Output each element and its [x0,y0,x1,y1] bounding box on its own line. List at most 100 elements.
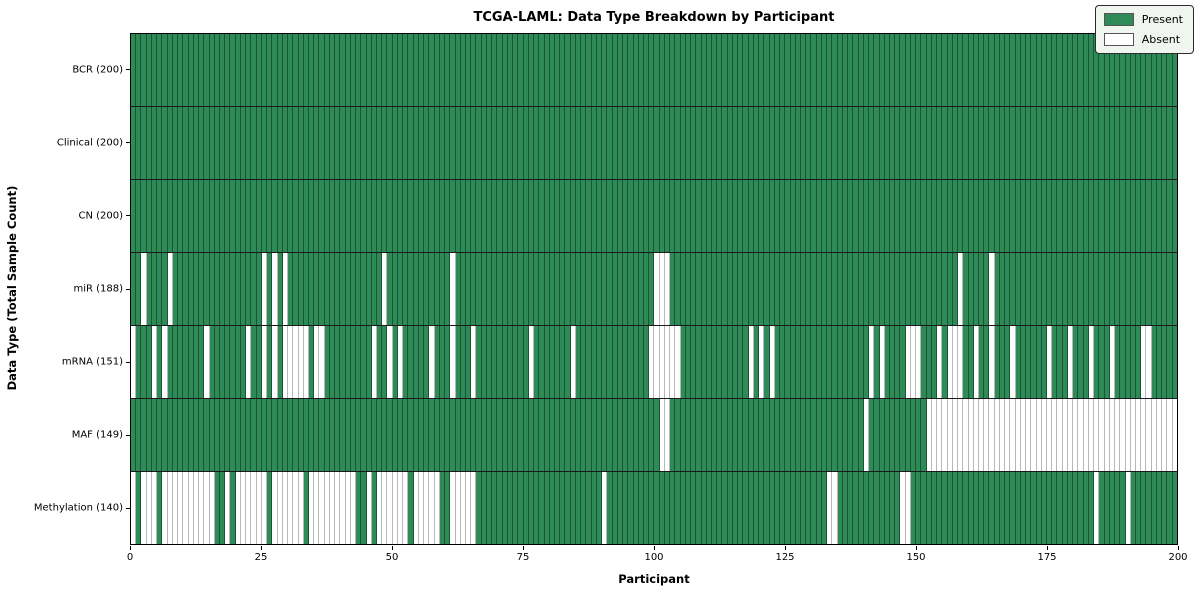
heatmap-cell [575,472,582,544]
heatmap-cell [774,253,781,325]
heatmap-cell [1120,180,1126,252]
heatmap-cell [1136,472,1142,544]
heatmap-cell [1088,472,1095,544]
heatmap-cell [785,399,791,471]
heatmap-cell [486,326,493,398]
heatmap-cell [984,253,990,325]
heatmap-cell [151,34,158,106]
heatmap-cell [371,253,378,325]
heatmap-cell [141,399,147,471]
heatmap-cell [811,107,817,179]
heatmap-cell [131,34,137,106]
heatmap-cell [874,253,880,325]
heatmap-cell [999,472,1006,544]
heatmap-cell [293,253,299,325]
heatmap-cell [1010,326,1016,398]
heatmap-cell [151,472,158,544]
heatmap-cell [497,180,503,252]
heatmap-cell [518,326,524,398]
heatmap-cell [214,34,220,106]
heatmap-cell [999,326,1006,398]
heatmap-cell [303,107,309,179]
heatmap-cell [1146,34,1152,106]
heatmap-cell [1099,399,1105,471]
heatmap-cell [1015,34,1021,106]
heatmap-cell [471,34,477,106]
heatmap-cell [450,326,456,398]
heatmap-cell [732,253,739,325]
heatmap-cell [722,107,728,179]
heatmap-cell [1172,326,1177,398]
heatmap-row-cn [131,180,1177,253]
heatmap-cell [1104,180,1110,252]
heatmap-cell [596,472,603,544]
heatmap-cell [753,107,760,179]
heatmap-cell [1104,326,1110,398]
heatmap-cell [764,326,770,398]
heatmap-cell [649,326,655,398]
heatmap-cell [994,253,1000,325]
heatmap-cell [680,180,686,252]
heatmap-cell [732,472,739,544]
heatmap-cell [602,472,608,544]
heatmap-cell [591,326,597,398]
heatmap-cell [356,472,362,544]
heatmap-cell [1073,180,1079,252]
heatmap-cell [623,107,629,179]
x-axis-label: Participant [618,572,690,586]
heatmap-cell [1010,34,1016,106]
heatmap-cell [392,34,398,106]
heatmap-cell [455,326,461,398]
heatmap-cell [199,326,205,398]
heatmap-cell [1041,472,1048,544]
heatmap-cell [387,180,393,252]
heatmap-cell [638,472,644,544]
heatmap-cell [1162,253,1168,325]
heatmap-cell [685,180,692,252]
heatmap-cell [978,34,985,106]
heatmap-cell [225,399,231,471]
heatmap-cell [586,253,592,325]
heatmap-cell [879,326,885,398]
heatmap-cell [753,326,760,398]
heatmap-cell [869,399,875,471]
heatmap-cell [141,180,147,252]
heatmap-cell [889,34,896,106]
heatmap-cell [392,180,398,252]
heatmap-cell [162,180,168,252]
heatmap-cell [769,34,775,106]
heatmap-cell [1083,472,1089,544]
heatmap-cell [1005,472,1011,544]
heatmap-cell [319,326,325,398]
heatmap-cell [811,180,817,252]
heatmap-cell [706,472,713,544]
heatmap-cell [151,107,158,179]
heatmap-cell [680,472,686,544]
heatmap-cell [256,253,262,325]
heatmap-cell [1073,326,1079,398]
heatmap-cell [748,399,754,471]
heatmap-cell [167,34,173,106]
heatmap-cell [1047,34,1053,106]
heatmap-cell [607,472,613,544]
heatmap-cell [738,107,744,179]
heatmap-cell [418,399,425,471]
heatmap-cell [984,34,990,106]
heatmap-cell [219,180,226,252]
heatmap-cell [183,472,189,544]
heatmap-cell [272,34,278,106]
heatmap-cell [701,107,707,179]
heatmap-cell [905,107,911,179]
heatmap-cell [853,34,859,106]
heatmap-cell [617,180,624,252]
heatmap-cell [377,180,383,252]
heatmap-cell [628,472,634,544]
heatmap-cell [1136,399,1142,471]
heatmap-cell [633,180,639,252]
heatmap-cell [282,472,289,544]
heatmap-cell [1104,399,1110,471]
heatmap-cell [303,253,309,325]
heatmap-cell [827,180,833,252]
heatmap-cell [209,399,215,471]
heatmap-cell [937,180,943,252]
